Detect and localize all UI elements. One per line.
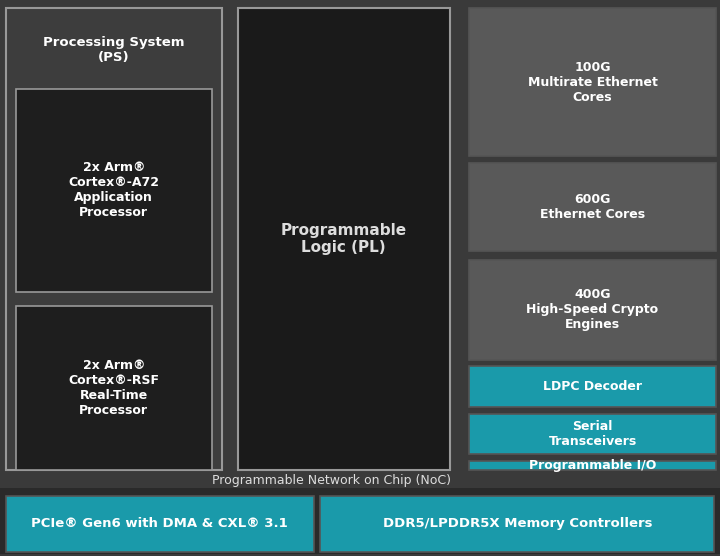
Bar [0, 488, 720, 554]
Text: Programmable Network on Chip (NoC): Programmable Network on Chip (NoC) [212, 474, 451, 488]
Text: Programmable
Logic (PL): Programmable Logic (PL) [281, 223, 407, 255]
Text: 100G
Multirate Ethernet
Cores: 100G Multirate Ethernet Cores [528, 61, 657, 103]
Text: 2x Arm®
Cortex®-RSF
Real-Time
Processor: 2x Arm® Cortex®-RSF Real-Time Processor [68, 359, 159, 417]
Text: LDPC Decoder: LDPC Decoder [543, 380, 642, 393]
Bar [6, 473, 714, 489]
Bar [16, 89, 212, 292]
Bar [6, 8, 222, 470]
Text: Programmable I/O: Programmable I/O [529, 459, 656, 472]
Bar [238, 8, 450, 470]
Bar [469, 8, 716, 156]
Text: PCIe® Gen6 with DMA & CXL® 3.1: PCIe® Gen6 with DMA & CXL® 3.1 [32, 517, 288, 530]
Bar [469, 414, 716, 454]
Text: Serial
Transceivers: Serial Transceivers [549, 420, 636, 448]
Text: 400G
High-Speed Crypto
Engines: 400G High-Speed Crypto Engines [526, 288, 659, 331]
Bar [6, 496, 314, 552]
Bar [469, 260, 716, 360]
Text: Processing System
(PS): Processing System (PS) [43, 36, 184, 64]
Bar [469, 366, 716, 407]
Text: 600G
Ethernet Cores: 600G Ethernet Cores [540, 193, 645, 221]
Text: 2x Arm®
Cortex®-A72
Application
Processor: 2x Arm® Cortex®-A72 Application Processo… [68, 161, 159, 220]
Bar [16, 306, 212, 470]
Bar [469, 163, 716, 251]
Bar [320, 496, 714, 552]
Bar [469, 461, 716, 470]
Text: DDR5/LPDDR5X Memory Controllers: DDR5/LPDDR5X Memory Controllers [382, 517, 652, 530]
